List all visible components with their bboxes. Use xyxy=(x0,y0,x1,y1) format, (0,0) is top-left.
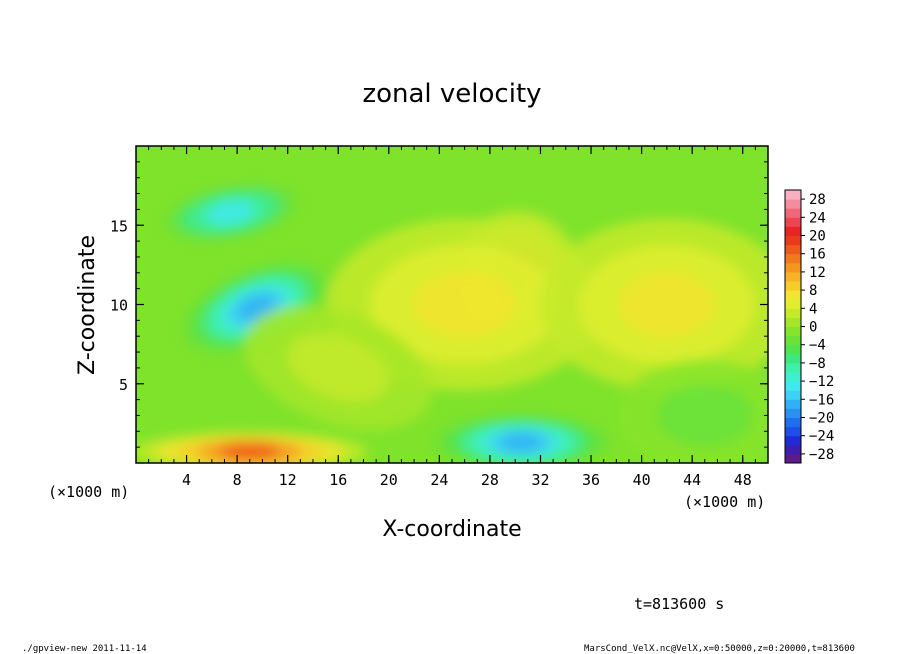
colorbar-swatch xyxy=(785,290,801,300)
velocity-feature xyxy=(163,184,298,241)
colorbar-swatch xyxy=(785,435,801,446)
colorbar-swatch xyxy=(785,271,801,282)
colorbar-swatch xyxy=(785,226,801,236)
colorbar-label: −12 xyxy=(809,374,834,390)
x-tick-label: 40 xyxy=(633,471,651,489)
colorbar-swatch xyxy=(785,453,801,464)
y-tick-label: 5 xyxy=(119,376,128,394)
x-tick-label: 12 xyxy=(279,471,297,489)
contour-band xyxy=(219,443,280,461)
colorbar-swatch xyxy=(785,408,801,418)
contour-band xyxy=(413,271,516,338)
colorbar-swatch xyxy=(785,362,801,373)
x-axis-ticks: 4 8 12 16 20 24 28 32 36 40 44 48 xyxy=(148,146,756,489)
colorbar-swatch xyxy=(785,317,801,327)
x-axis-unit: (×1000 m) xyxy=(48,483,129,501)
colorbar-swatch xyxy=(785,399,801,409)
x-tick-label: 28 xyxy=(481,471,499,489)
colorbar-swatch xyxy=(785,381,801,391)
velocity-feature xyxy=(244,305,433,431)
colorbar-label: 28 xyxy=(809,192,826,208)
colorbar-swatch xyxy=(785,444,801,455)
velocity-feature xyxy=(538,218,768,391)
velocity-field xyxy=(136,184,768,463)
colorbar-swatch xyxy=(785,299,801,309)
y-axis-label: Z-coordinate xyxy=(75,235,100,375)
y-axis-ticks: 5 10 15 xyxy=(110,161,768,448)
x-axis-label: X-coordinate xyxy=(382,517,521,542)
colorbar: 28 24 20 16 12 8 4 0 −4 −8 −12 −16 −20 −24 −28 xyxy=(784,189,834,464)
colorbar-swatch xyxy=(785,308,801,318)
colorbar-swatch xyxy=(785,281,801,291)
colorbar-label: −8 xyxy=(809,356,826,372)
colorbar-swatch xyxy=(785,244,801,255)
velocity-feature xyxy=(433,414,610,463)
colorbar-label: −28 xyxy=(809,447,834,463)
y-tick-label: 15 xyxy=(110,217,128,235)
x-tick-label: 36 xyxy=(582,471,600,489)
colorbar-swatch xyxy=(785,390,801,400)
footer-left-note: ./gpview-new 2011-11-14 xyxy=(22,644,147,654)
colorbar-label: −16 xyxy=(809,392,834,408)
velocity-feature xyxy=(616,359,768,463)
colorbar-swatch xyxy=(785,235,801,246)
colorbar-swatch xyxy=(785,417,801,428)
contour-band xyxy=(287,333,390,403)
y-axis-unit: (×1000 m) xyxy=(684,493,765,511)
colorbar-label: −20 xyxy=(809,411,834,427)
colorbar-swatch xyxy=(785,208,801,218)
x-tick-label: 8 xyxy=(233,471,242,489)
colorbar-label: 16 xyxy=(809,247,826,263)
contour-band xyxy=(208,201,254,225)
colorbar-swatch xyxy=(785,353,801,364)
colorbar-swatch xyxy=(785,253,801,264)
contour-band xyxy=(618,271,715,338)
x-tick-label: 24 xyxy=(430,471,448,489)
colorbar-label: −4 xyxy=(809,338,826,354)
y-tick-label: 10 xyxy=(110,297,128,315)
x-tick-label: 20 xyxy=(380,471,398,489)
colorbar-label: 8 xyxy=(809,283,817,299)
colorbar-label: 20 xyxy=(809,229,826,245)
colorbar-label: 24 xyxy=(809,210,826,226)
x-tick-label: 4 xyxy=(182,471,191,489)
x-tick-label: 44 xyxy=(683,471,701,489)
x-tick-label: 48 xyxy=(734,471,752,489)
velocity-feature xyxy=(136,431,368,463)
time-label: t=813600 s xyxy=(634,595,724,613)
colorbar-swatch xyxy=(785,426,801,437)
colorbar-label: 12 xyxy=(809,265,826,281)
chart-title: zonal velocity xyxy=(362,79,541,109)
colorbar-swatch xyxy=(785,199,801,209)
colorbar-label: 0 xyxy=(809,320,817,336)
colorbar-swatch xyxy=(785,335,801,346)
colorbar-label: 4 xyxy=(809,301,817,317)
plot-area xyxy=(136,146,768,463)
colorbar-swatch xyxy=(785,217,801,227)
colorbar-label: −24 xyxy=(809,429,834,445)
x-tick-label: 16 xyxy=(329,471,347,489)
footer-right-note: MarsCond_VelX.nc@VelX,x=0:50000,z=0:2000… xyxy=(584,644,855,654)
x-tick-label: 32 xyxy=(531,471,549,489)
colorbar-swatch xyxy=(785,190,801,200)
colorbar-swatch xyxy=(785,262,801,273)
colorbar-swatch xyxy=(785,326,801,337)
contour-band xyxy=(656,384,753,447)
colorbar-swatch xyxy=(785,372,801,382)
colorbar-swatch xyxy=(785,344,801,355)
contour-band xyxy=(500,432,543,453)
